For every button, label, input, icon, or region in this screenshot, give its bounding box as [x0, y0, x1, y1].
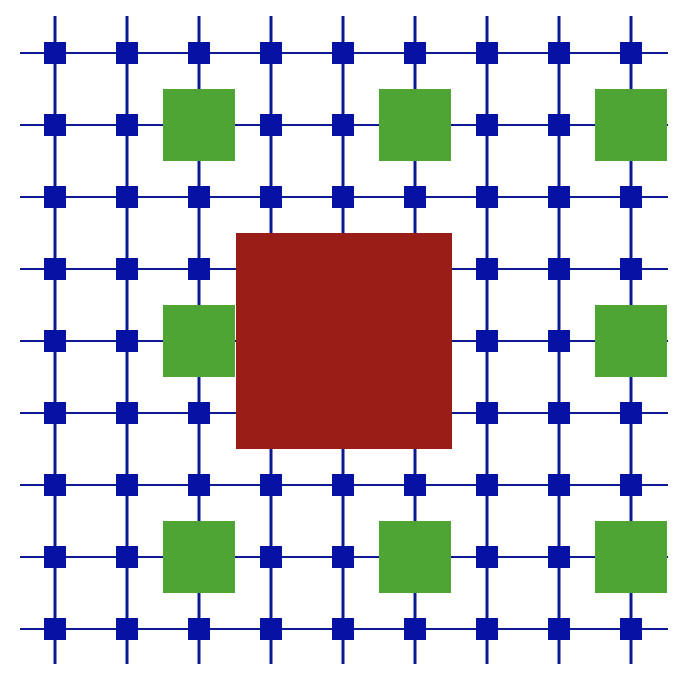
grid-node	[476, 114, 498, 136]
grid-node	[404, 618, 426, 640]
grid-node	[116, 618, 138, 640]
grid-node	[620, 42, 642, 64]
grid-node	[620, 474, 642, 496]
grid-node	[116, 42, 138, 64]
small-green-block	[163, 521, 235, 593]
grid-node	[548, 474, 570, 496]
blocks	[163, 89, 667, 593]
grid-node	[476, 330, 498, 352]
grid-node	[620, 402, 642, 424]
grid-node	[548, 186, 570, 208]
grid-node	[620, 258, 642, 280]
grid-node	[548, 402, 570, 424]
grid-node	[548, 330, 570, 352]
grid-node	[188, 186, 210, 208]
small-green-block	[595, 521, 667, 593]
grid-node	[116, 330, 138, 352]
grid-node	[476, 546, 498, 568]
large-red-block	[236, 233, 452, 449]
small-green-block	[595, 89, 667, 161]
grid-node	[260, 474, 282, 496]
grid-node	[476, 474, 498, 496]
grid-node	[548, 42, 570, 64]
small-green-block	[163, 305, 235, 377]
grid-node	[116, 474, 138, 496]
grid-node	[476, 186, 498, 208]
grid-node	[260, 186, 282, 208]
small-green-block	[595, 305, 667, 377]
grid-node	[260, 42, 282, 64]
grid-node	[44, 474, 66, 496]
small-green-block	[379, 521, 451, 593]
grid-node	[260, 546, 282, 568]
small-green-block	[379, 89, 451, 161]
grid-node	[188, 258, 210, 280]
grid-node	[44, 42, 66, 64]
grid-node	[620, 618, 642, 640]
grid-node	[548, 546, 570, 568]
grid-node	[404, 42, 426, 64]
grid-node	[44, 258, 66, 280]
grid-node	[44, 186, 66, 208]
grid-node	[332, 114, 354, 136]
grid-node	[188, 42, 210, 64]
grid-node	[332, 546, 354, 568]
grid-node	[476, 258, 498, 280]
grid-node	[476, 402, 498, 424]
grid-node	[476, 42, 498, 64]
grid-node	[548, 258, 570, 280]
grid-node	[44, 114, 66, 136]
grid-node	[620, 186, 642, 208]
grid-node	[332, 186, 354, 208]
grid-node	[188, 618, 210, 640]
grid-node	[476, 618, 498, 640]
grid-node	[404, 474, 426, 496]
grid-node	[260, 114, 282, 136]
grid-node	[44, 402, 66, 424]
grid-node	[116, 402, 138, 424]
grid-node	[548, 114, 570, 136]
grid-node	[332, 618, 354, 640]
grid-node	[116, 258, 138, 280]
grid-node	[188, 474, 210, 496]
grid-node	[116, 186, 138, 208]
grid-node	[116, 114, 138, 136]
grid-node	[44, 330, 66, 352]
grid-node	[332, 42, 354, 64]
small-green-block	[163, 89, 235, 161]
grid-node	[116, 546, 138, 568]
grid-node	[260, 618, 282, 640]
grid-node	[404, 186, 426, 208]
grid-node	[44, 546, 66, 568]
grid-node	[332, 474, 354, 496]
grid-node	[44, 618, 66, 640]
grid-node	[188, 402, 210, 424]
grid-node	[548, 618, 570, 640]
